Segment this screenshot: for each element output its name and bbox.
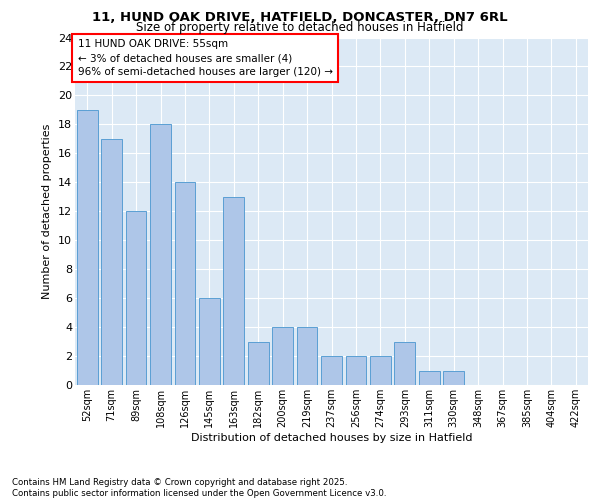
Bar [199, 298, 220, 385]
X-axis label: Distribution of detached houses by size in Hatfield: Distribution of detached houses by size … [191, 432, 472, 442]
Text: 11 HUND OAK DRIVE: 55sqm
← 3% of detached houses are smaller (4)
96% of semi-det: 11 HUND OAK DRIVE: 55sqm ← 3% of detache… [77, 39, 332, 77]
Text: Size of property relative to detached houses in Hatfield: Size of property relative to detached ho… [136, 22, 464, 35]
Bar [443, 370, 464, 385]
Bar [346, 356, 367, 385]
Bar [394, 342, 415, 385]
Bar [223, 197, 244, 385]
Bar [125, 211, 146, 385]
Bar [419, 370, 440, 385]
Bar [101, 139, 122, 385]
Bar [370, 356, 391, 385]
Bar [175, 182, 196, 385]
Text: 11, HUND OAK DRIVE, HATFIELD, DONCASTER, DN7 6RL: 11, HUND OAK DRIVE, HATFIELD, DONCASTER,… [92, 11, 508, 24]
Bar [248, 342, 269, 385]
Text: Contains HM Land Registry data © Crown copyright and database right 2025.
Contai: Contains HM Land Registry data © Crown c… [12, 478, 386, 498]
Bar [77, 110, 98, 385]
Bar [296, 327, 317, 385]
Bar [272, 327, 293, 385]
Bar [150, 124, 171, 385]
Y-axis label: Number of detached properties: Number of detached properties [43, 124, 52, 299]
Bar [321, 356, 342, 385]
